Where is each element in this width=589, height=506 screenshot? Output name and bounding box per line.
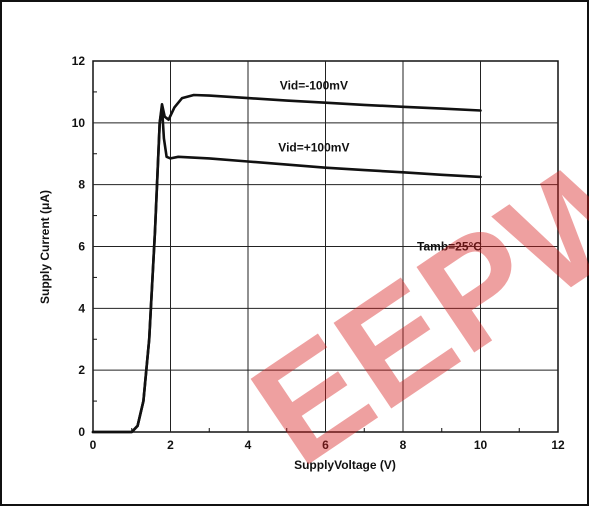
minor-ticks [93,91,520,432]
y-tick-label: 2 [78,363,85,377]
annotation-1: Vid=-100mV [280,79,348,93]
x-tick-label: 12 [551,438,565,452]
y-tick-labels: 0 2 4 6 8 10 12 [72,54,86,439]
y-tick-label: 12 [72,54,86,68]
grid-lines [93,61,558,432]
x-tick-label: 6 [322,438,329,452]
y-tick-label: 8 [78,178,85,192]
y-tick-label: 4 [78,301,85,315]
x-axis-label: SupplyVoltage (V) [294,458,396,472]
x-tick-labels: 0 2 4 6 8 10 12 [90,438,565,452]
series-line-2 [91,106,482,434]
x-tick-label: 0 [90,438,97,452]
x-tick-label: 2 [167,438,174,452]
y-axis-label: Supply Current (μA) [38,190,52,304]
annotations: Vid=-100mV Vid=+100mV Tamb=25°C [278,79,482,254]
x-tick-label: 10 [474,438,488,452]
annotation-2: Vid=+100mV [278,141,349,155]
y-tick-label: 10 [72,116,86,130]
x-tick-label: 8 [400,438,407,452]
plot-area [91,60,559,434]
y-tick-label: 6 [78,240,85,254]
x-tick-label: 4 [245,438,252,452]
series-layer [91,93,482,434]
y-tick-label: 0 [78,425,85,439]
annotation-3: Tamb=25°C [417,240,482,254]
